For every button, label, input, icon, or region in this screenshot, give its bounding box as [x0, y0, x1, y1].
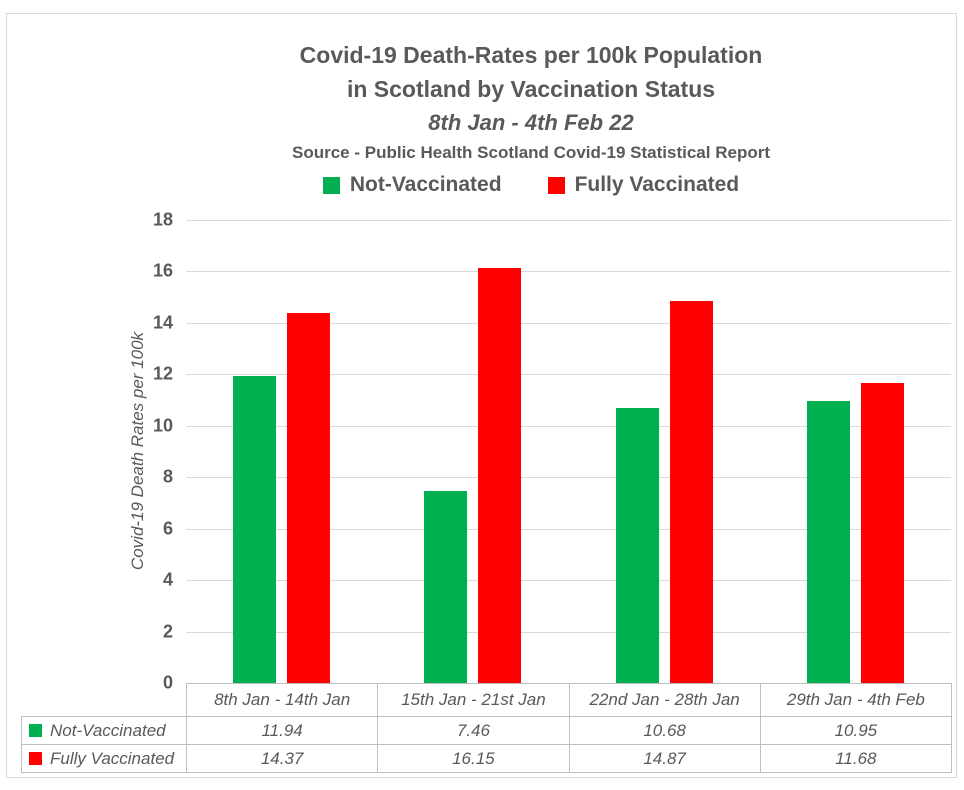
table-value-cell: 14.37	[185, 744, 379, 773]
gridline	[186, 631, 951, 633]
bar-fully-vaccinated	[669, 300, 713, 683]
bar-fully-vaccinated	[478, 267, 522, 683]
y-tick-label: 4	[162, 569, 173, 590]
gridline	[186, 271, 951, 273]
bar-not-vaccinated	[424, 491, 468, 683]
legend-key-icon	[322, 176, 340, 194]
y-tick-label: 12	[152, 363, 173, 384]
y-tick-label: 14	[152, 312, 173, 333]
y-tick-label: 0	[162, 672, 173, 693]
chart-title-line2: in Scotland by Vaccination Status	[346, 76, 716, 102]
data-table: 8th Jan - 14th Jan 15th Jan - 21st Jan 22n…	[21, 683, 953, 773]
plot-area	[186, 220, 951, 683]
bar-not-vaccinated	[615, 408, 659, 683]
chart-subtitle-dates: 8th Jan - 4th Feb 22	[428, 110, 634, 135]
chart-header: Covid-19 Death-Rates per 100k Population…	[111, 14, 951, 199]
bar-not-vaccinated	[806, 401, 850, 683]
gridline	[186, 374, 951, 376]
legend-item-label: Not-Vaccinated	[349, 173, 502, 196]
gridline	[186, 528, 951, 530]
table-row-fully-vaccinated: Fully Vaccinated 14.37 16.15 14.87 11.68	[21, 744, 953, 773]
table-category-header: 15th Jan - 21st Jan	[377, 683, 570, 717]
table-category-header: 22nd Jan - 28th Jan	[568, 683, 761, 717]
bar-not-vaccinated	[233, 375, 277, 683]
legend-item-not-vaccinated: Not-Vaccinated	[322, 173, 502, 197]
gridline	[186, 322, 951, 324]
chart-legend: Not-Vaccinated Fully Vaccinated	[111, 171, 951, 199]
legend-key-icon	[29, 723, 42, 737]
gridline	[186, 220, 951, 221]
y-tick-label: 10	[152, 415, 173, 436]
table-row-label: Fully Vaccinated	[21, 744, 187, 773]
table-category-header: 29th Jan - 4th Feb	[759, 683, 953, 717]
gridline	[186, 477, 951, 479]
bar-fully-vaccinated	[287, 313, 331, 683]
y-tick-label: 6	[162, 518, 173, 539]
table-value-cell: 10.95	[759, 716, 953, 745]
chart-title-line1: Covid-19 Death-Rates per 100k Population	[299, 42, 763, 68]
table-header-row: 8th Jan - 14th Jan 15th Jan - 21st Jan 22n…	[22, 683, 953, 717]
table-value-cell: 11.94	[185, 716, 379, 745]
table-value-cell: 11.68	[759, 744, 953, 773]
chart-frame: Covid-19 Death-Rates per 100k Population…	[6, 13, 957, 778]
table-value-cell: 10.68	[568, 716, 761, 745]
y-tick-label: 2	[162, 621, 173, 642]
legend-item-fully-vaccinated: Fully Vaccinated	[547, 173, 740, 197]
series-name-label: Not-Vaccinated	[50, 720, 166, 740]
y-tick-label: 16	[152, 260, 173, 281]
table-value-cell: 7.46	[377, 716, 570, 745]
bar-fully-vaccinated	[860, 382, 904, 683]
table-category-header: 8th Jan - 14th Jan	[185, 683, 379, 717]
gridline	[186, 425, 951, 427]
y-tick-label: 8	[162, 466, 173, 487]
legend-item-label: Fully Vaccinated	[574, 173, 740, 196]
legend-key-icon	[29, 751, 42, 765]
legend-key-icon	[547, 176, 565, 194]
table-row-label: Not-Vaccinated	[21, 716, 187, 745]
table-value-cell: 16.15	[377, 744, 570, 773]
gridline	[186, 580, 951, 582]
y-tick-label: 18	[152, 209, 173, 230]
table-blank-corner	[22, 684, 187, 717]
series-name-label: Fully Vaccinated	[50, 748, 175, 768]
chart-source-note: Source - Public Health Scotland Covid-19…	[292, 143, 770, 162]
table-value-cell: 14.87	[568, 744, 761, 773]
table-row-not-vaccinated: Not-Vaccinated 11.94 7.46 10.68 10.95	[21, 716, 953, 745]
